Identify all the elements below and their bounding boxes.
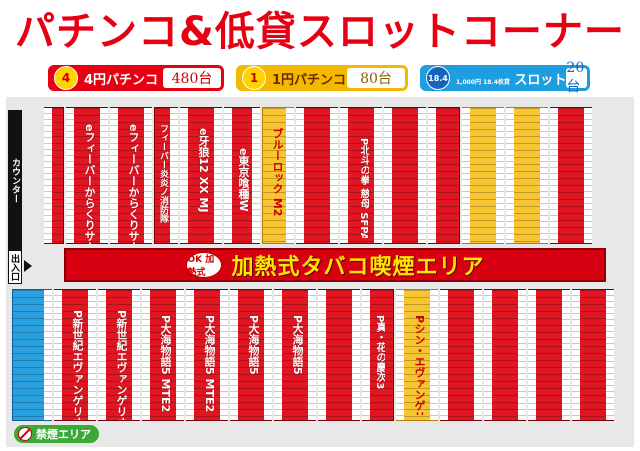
- machine-island[interactable]: [428, 107, 460, 244]
- machine-island[interactable]: e東京喰種W: [224, 107, 260, 244]
- slot-island[interactable]: [12, 289, 52, 421]
- machine-island[interactable]: [484, 289, 526, 421]
- machine-name: e東京喰種W: [237, 148, 249, 212]
- machine-island: [44, 107, 64, 244]
- one-yen-coin-icon: 1: [242, 66, 266, 90]
- machine-name: フィーバー炎炎ノ消防隊: [158, 124, 168, 223]
- machine-island[interactable]: [528, 289, 570, 421]
- machine-island[interactable]: P大海物語5 MTE2: [186, 289, 228, 421]
- machine-name: eフィーバーからくりサーカス: [83, 124, 95, 244]
- machine-name: eフィーバーからくりサーカス2R: [127, 124, 139, 244]
- legend-slot: 18.4 1,000円 18.4枚貸 スロット 20台: [420, 60, 590, 95]
- machine-island[interactable]: [384, 107, 426, 244]
- entrance-exit: 出入口: [8, 250, 22, 284]
- non-smoking-area-text: 禁煙エリア: [36, 428, 91, 441]
- entrance-arrow-icon: [24, 260, 32, 272]
- machine-island-1yen[interactable]: [462, 107, 504, 244]
- machine-name: P大海物語5 MTE2: [159, 315, 171, 413]
- legend-4yen-pachinko: 4 4円パチンコ 480台: [48, 65, 224, 91]
- machine-name: P大海物語5 MTE2: [203, 315, 215, 413]
- legend-1yen-count: 80台: [347, 68, 405, 88]
- legend-slot-count: 20台: [566, 60, 587, 95]
- legend-4yen-label: 4円パチンコ: [84, 72, 159, 88]
- machine-island[interactable]: P大海物語5: [230, 289, 272, 421]
- machine-island[interactable]: eフィーバーからくりサーカス2R: [110, 107, 152, 244]
- page-title: パチンコ&低貸スロットコーナー: [15, 9, 625, 55]
- legend-4yen-count: 480台: [163, 68, 221, 88]
- counter: カウンター: [8, 110, 22, 250]
- legend-slot-label: 1,000円 18.4枚貸 スロット: [456, 69, 566, 88]
- machine-island[interactable]: P大海物語5: [274, 289, 316, 421]
- machine-name: P大海物語5: [247, 315, 259, 375]
- machine-island[interactable]: P新世紀エヴァンゲリオン15: [54, 289, 96, 421]
- machine-island[interactable]: [440, 289, 482, 421]
- machine-island-1yen[interactable]: ブルーロック M2: [262, 107, 294, 244]
- machine-name: ブルーロック M2: [271, 128, 283, 217]
- machine-island[interactable]: P大海物語5 MTE2: [142, 289, 184, 421]
- legend-1yen-label: 1円パチンコ: [272, 72, 347, 88]
- smoking-area-label: 加熱式タバコ喫煙エリア: [231, 255, 485, 280]
- machine-island[interactable]: e牙狼12 XX MJ: [180, 107, 222, 244]
- machine-name: P真・花の慶次3: [374, 315, 385, 390]
- machine-name: e牙狼12 XX MJ: [197, 128, 209, 213]
- machine-name: Pシン・エヴァンゲリオン: [413, 315, 425, 415]
- machine-island[interactable]: [318, 289, 360, 421]
- ok-heated-tobacco-icon: OK 加熱式: [185, 251, 224, 279]
- machine-island[interactable]: [550, 107, 592, 244]
- legend-1yen-pachinko: 1 1円パチンコ 80台: [236, 65, 408, 91]
- machine-island[interactable]: P新世紀エヴァンゲリオン15: [98, 289, 140, 421]
- machine-name: P大海物語5: [291, 315, 303, 375]
- machine-island[interactable]: P北斗の拳 慈母 SFPA: [340, 107, 382, 244]
- machine-island[interactable]: eフィーバーからくりサーカス: [66, 107, 108, 244]
- legend-slot-prefix: 1,000円 18.4枚貸: [456, 78, 510, 86]
- machine-island[interactable]: [572, 289, 614, 421]
- machine-name: P新世紀エヴァンゲリオン15: [115, 310, 127, 420]
- heated-tobacco-smoking-area: OK 加熱式 加熱式タバコ喫煙エリア: [64, 248, 606, 282]
- machine-name: P北斗の拳 慈母 SFPA: [358, 138, 369, 238]
- no-smoking-icon: [18, 427, 32, 441]
- machine-island[interactable]: [296, 107, 338, 244]
- machine-island-1yen[interactable]: [506, 107, 548, 244]
- four-yen-coin-icon: 4: [54, 66, 78, 90]
- slot-coin-icon: 18.4: [426, 66, 450, 90]
- machine-island-1yen[interactable]: Pシン・エヴァンゲリオン: [396, 289, 438, 421]
- machine-island[interactable]: フィーバー炎炎ノ消防隊: [154, 107, 178, 244]
- non-smoking-area-label: 禁煙エリア: [14, 425, 99, 443]
- legend-slot-name: スロット: [514, 72, 567, 88]
- machine-island[interactable]: P真・花の慶次3: [362, 289, 394, 421]
- machine-name: P新世紀エヴァンゲリオン15: [71, 310, 83, 420]
